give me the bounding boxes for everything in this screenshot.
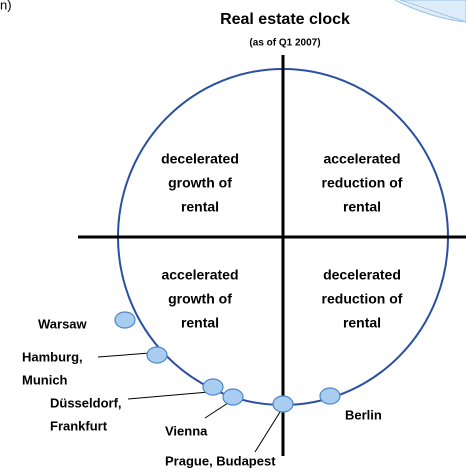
quadrant-label: reduction of [322, 175, 403, 191]
quadrant-label: rental [181, 315, 219, 331]
city-dots [114, 311, 341, 413]
leader-lines [97, 352, 281, 453]
quadrant-label: accelerated [323, 151, 400, 167]
city-label: Düsseldorf, [50, 395, 122, 410]
subtitle: (as of Q1 2007) [249, 38, 320, 49]
title: Real estate clock [220, 11, 350, 28]
corner-text: n) [0, 0, 12, 12]
city-label: Hamburg, [22, 349, 83, 364]
city-label: Berlin [345, 407, 382, 422]
city-label: Vienna [165, 423, 208, 438]
quadrant-label: decelerated [161, 151, 239, 167]
city-label: Warsaw [38, 316, 88, 331]
quadrant-label: reduction of [322, 291, 403, 307]
quadrant-label: growth of [168, 175, 232, 191]
quadrant-label: decelerated [323, 267, 401, 283]
city-label: Frankfurt [50, 418, 108, 433]
quadrant-label: rental [343, 315, 381, 331]
quadrant-label: rental [181, 199, 219, 215]
city-label: Munich [22, 372, 68, 387]
quadrant-label: growth of [168, 291, 232, 307]
callout-shape [394, 0, 466, 23]
quadrant-label: accelerated [161, 267, 238, 283]
quadrant-label: rental [343, 199, 381, 215]
city-label: Prague, Budapest [165, 453, 276, 468]
